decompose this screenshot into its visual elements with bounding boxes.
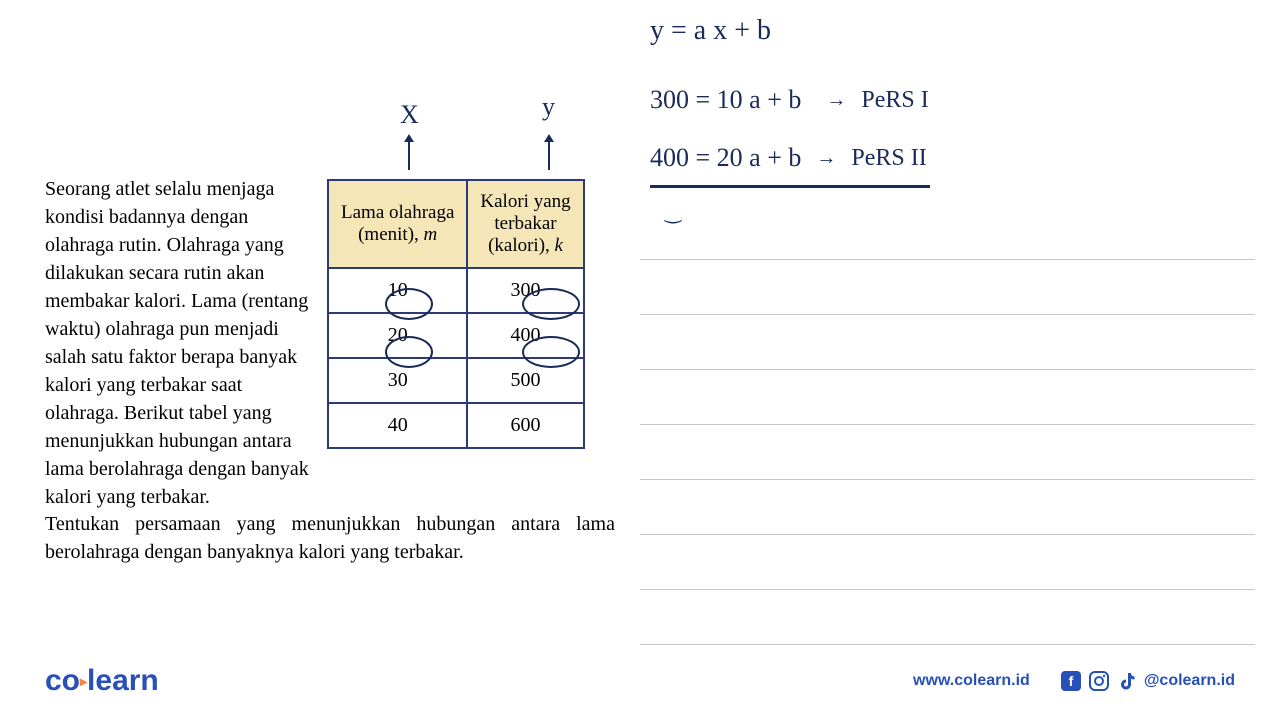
problem-question: Tentukan persamaan yang menunjukkan hubu… [45, 510, 615, 566]
ruled-line [640, 370, 1255, 425]
tiktok-icon [1116, 670, 1138, 692]
ruled-line [640, 425, 1255, 480]
ruled-line [640, 205, 1255, 260]
cell-k-3: 600 [467, 403, 583, 448]
brand-logo: co▸learn [45, 664, 159, 698]
cell-k-0: 300 [467, 268, 583, 313]
annotation-x-label: X [400, 100, 419, 130]
table-row: 40 600 [328, 403, 584, 448]
cell-k-1: 400 [467, 313, 583, 358]
header-col2-line2: terbakar [494, 213, 556, 234]
cell-m-3: 40 [328, 403, 467, 448]
ruled-line [640, 535, 1255, 590]
header-col2-line3: (kalori), [488, 235, 554, 256]
facebook-icon: f [1060, 670, 1082, 692]
cell-m-1: 20 [328, 313, 467, 358]
ruled-line [640, 260, 1255, 315]
note-eq1-row: 300 = 10 a + b → PeRS I [650, 85, 1250, 115]
table-row: 30 500 [328, 358, 584, 403]
cell-m-2: 30 [328, 358, 467, 403]
header-col1-line1: Lama olahraga [341, 202, 454, 223]
logo-dot-icon: ▸ [80, 673, 87, 689]
arrow-right-icon: → [826, 89, 846, 112]
svg-text:f: f [1068, 673, 1073, 689]
note-main-eq: y = a x + b [650, 15, 1250, 47]
note-eq2: 400 = 20 a + b [650, 143, 801, 173]
social-group: f @colearn.id [1060, 670, 1235, 692]
annotation-y-label: y [542, 92, 555, 122]
header-col1-var: m [424, 224, 438, 245]
header-col2-var: k [555, 235, 563, 256]
underline-annotation [650, 185, 930, 188]
ruled-line [640, 590, 1255, 645]
logo-learn: learn [87, 664, 159, 697]
cell-m-0: 10 [328, 268, 467, 313]
note-eq2-label: PeRS II [851, 145, 926, 172]
problem-body: Seorang atlet selalu menjaga kondisi bad… [45, 175, 320, 511]
ruled-lines [640, 205, 1255, 645]
website-url: www.colearn.id [913, 672, 1030, 690]
instagram-icon [1088, 670, 1110, 692]
note-eq1: 300 = 10 a + b [650, 85, 801, 115]
note-eq1-label: PeRS I [861, 87, 928, 114]
table-row: 20 400 [328, 313, 584, 358]
ruled-line [640, 315, 1255, 370]
notes-area: y = a x + b 300 = 10 a + b → PeRS I 400 … [650, 15, 1250, 173]
footer: co▸learn www.colearn.id f @colearn.id [45, 664, 1235, 698]
header-col1-line2: (menit), [358, 224, 423, 245]
logo-co: co [45, 664, 80, 697]
annotation-arrow-x [408, 140, 410, 170]
header-col2-line1: Kalori yang [480, 191, 570, 212]
footer-right: www.colearn.id f @colearn.id [913, 670, 1235, 692]
data-table: Lama olahraga (menit), m Kalori yang ter… [327, 179, 585, 449]
social-handle: @colearn.id [1144, 672, 1235, 690]
table-header-col1: Lama olahraga (menit), m [328, 180, 467, 268]
cell-k-2: 500 [467, 358, 583, 403]
data-table-wrapper: Lama olahraga (menit), m Kalori yang ter… [327, 179, 585, 449]
annotation-arrow-y [548, 140, 550, 170]
note-eq2-row: 400 = 20 a + b → PeRS II [650, 143, 1250, 173]
table-row: 10 300 [328, 268, 584, 313]
table-header-col2: Kalori yang terbakar (kalori), k [467, 180, 583, 268]
arrow-right-icon: → [816, 147, 836, 170]
ruled-line [640, 480, 1255, 535]
